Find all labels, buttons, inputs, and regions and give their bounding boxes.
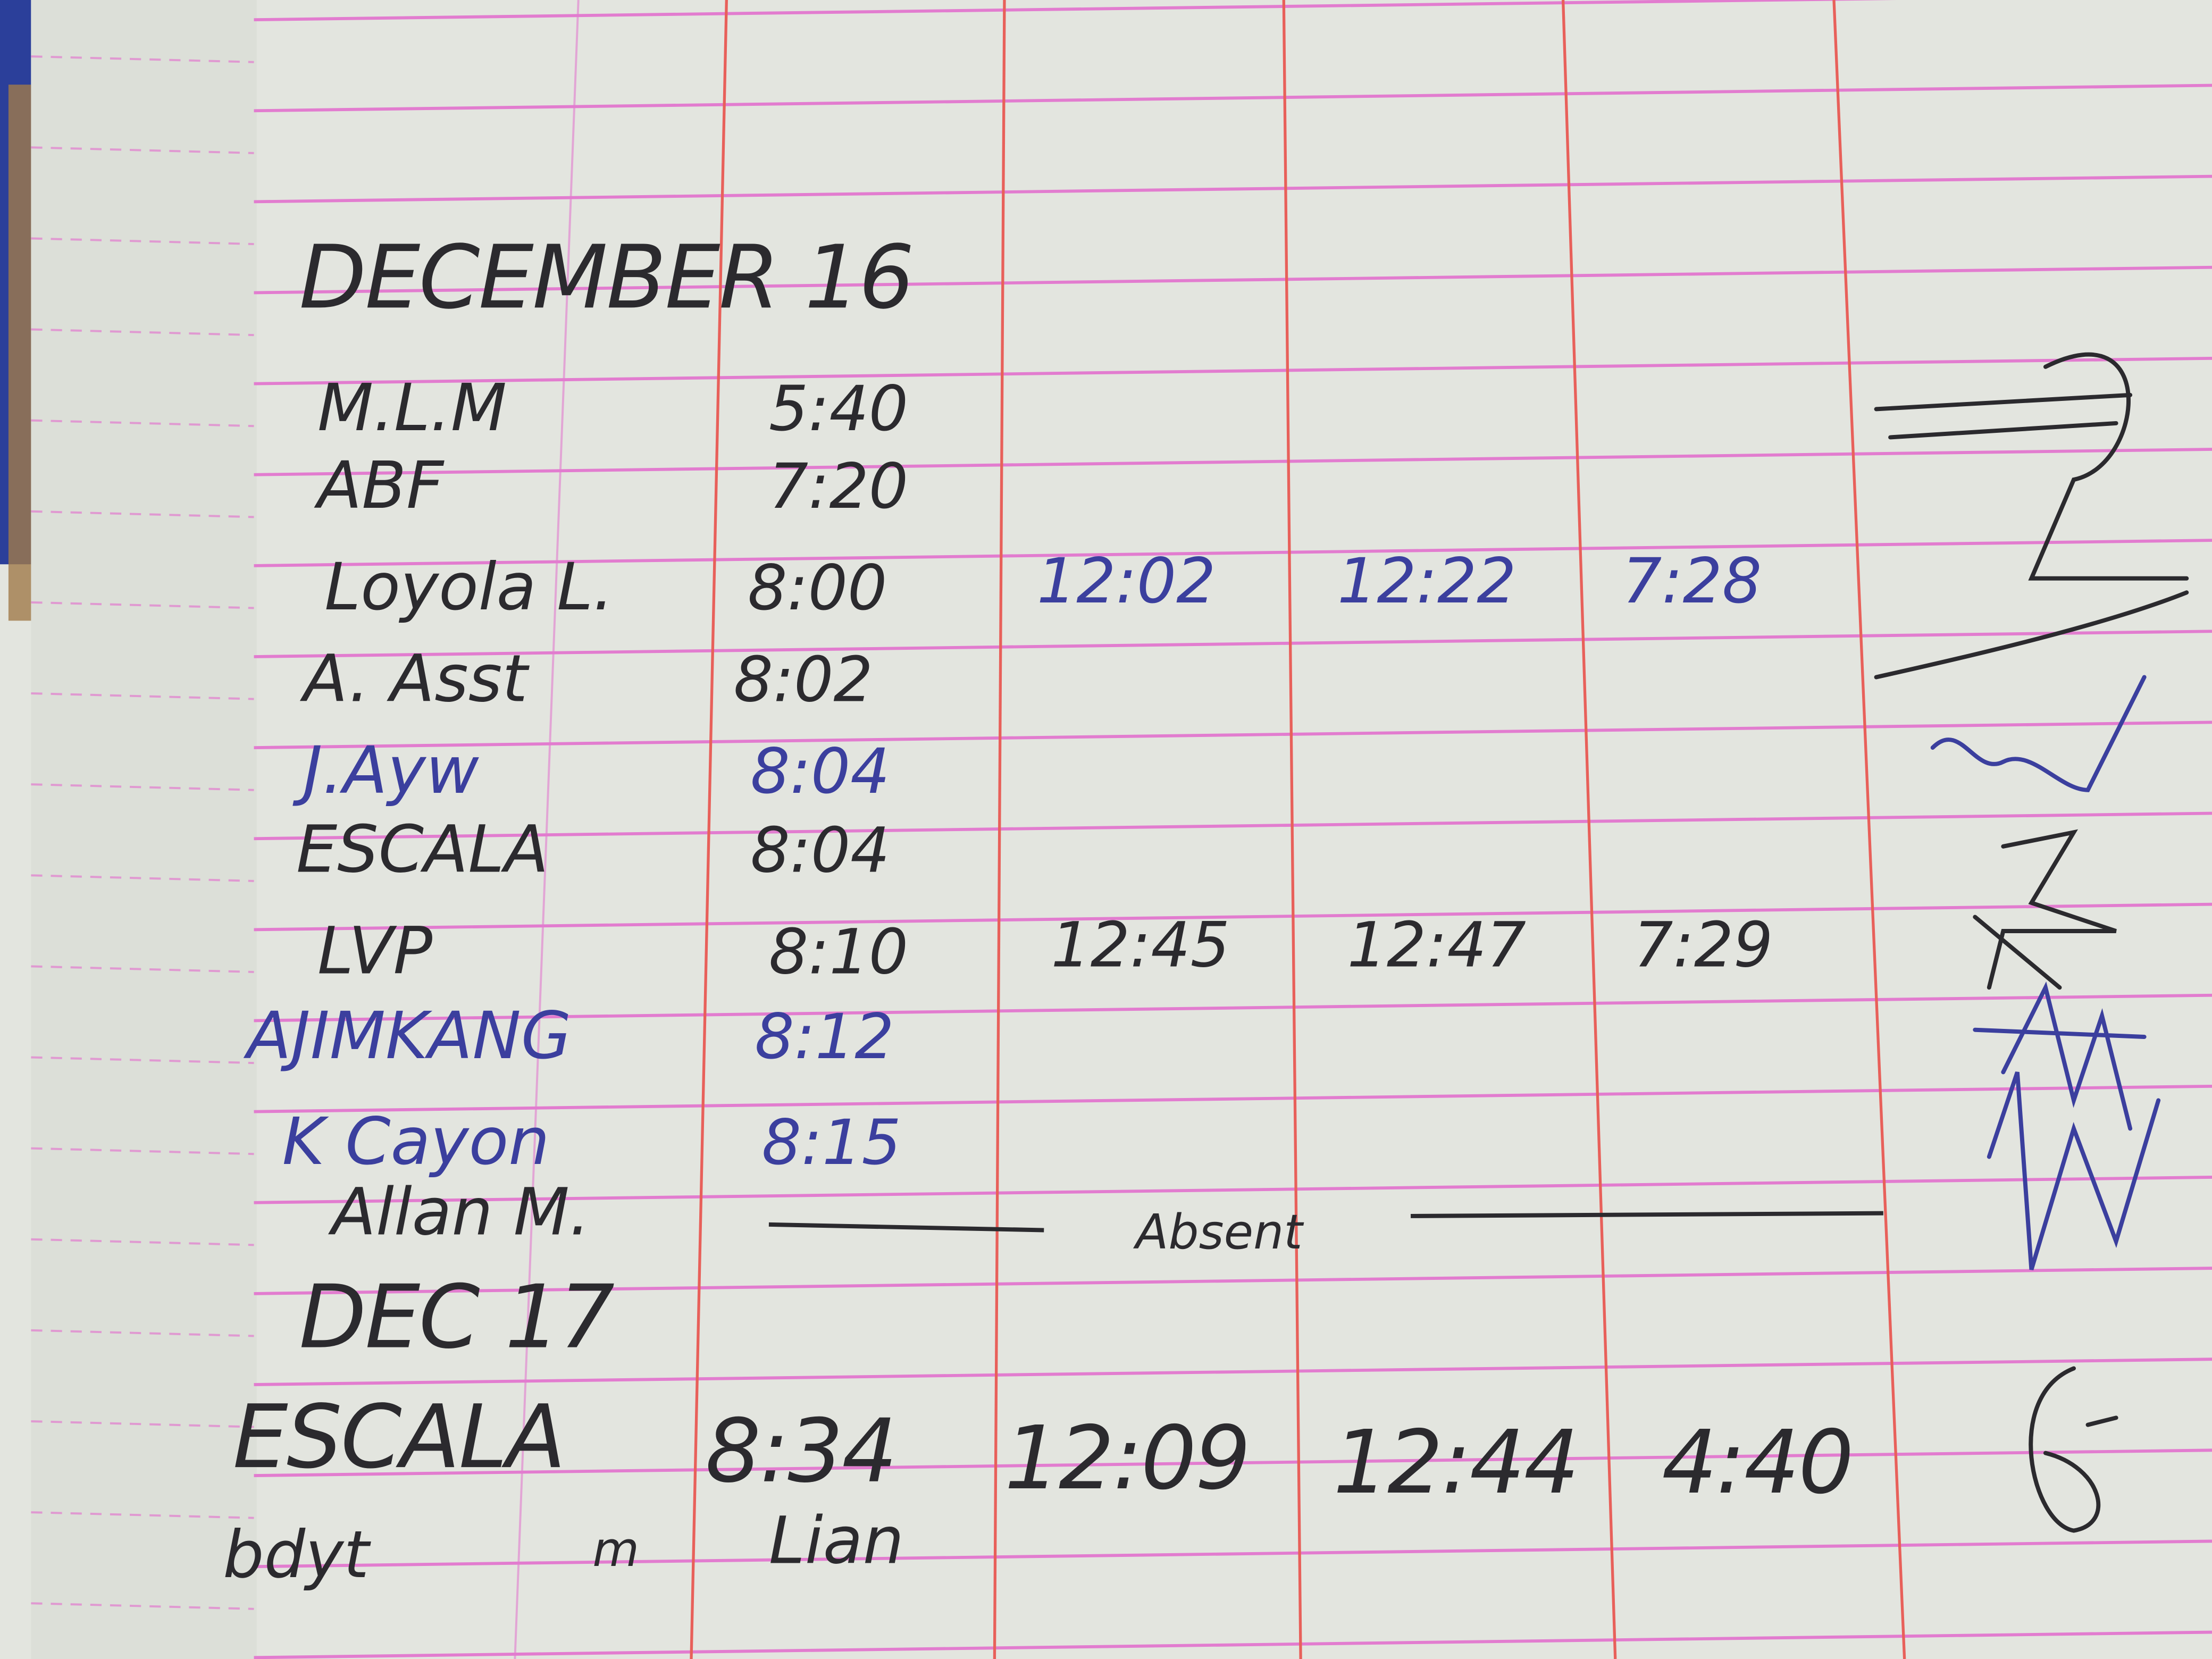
time-in: 8:04	[750, 735, 890, 808]
edge-ruling	[31, 1602, 254, 1610]
ruling-line	[254, 811, 2212, 841]
column-line	[1282, 0, 1302, 1659]
edge-ruling	[31, 601, 254, 609]
signature-scribble	[1930, 675, 2147, 792]
edge-ruling	[31, 1238, 254, 1246]
entry-mark: m	[592, 1522, 639, 1578]
ruling-line	[254, 539, 2212, 567]
ruling-line	[254, 902, 2212, 932]
edge-ruling	[31, 237, 254, 245]
log-entries: DECEMBER 16 M.L.M 5:40 ABF 7:20 Loyola L. 8:00…	[223, 226, 1883, 1593]
time-in: 8:15	[762, 1107, 901, 1179]
margin-line	[514, 0, 580, 1659]
lunch-out: 12:02	[1037, 545, 1216, 617]
edge-ruling	[31, 328, 254, 337]
column-line	[1832, 0, 1906, 1659]
entry-name: M.L.M	[317, 370, 507, 446]
edge-ruling	[31, 783, 254, 791]
ruling-line	[254, 356, 2212, 386]
column-line	[690, 0, 728, 1659]
entry-name: bdyt	[223, 1517, 371, 1593]
time-in: 8:02	[734, 644, 873, 716]
time-out: 7:28	[1622, 545, 1762, 617]
ruling-line	[254, 720, 2212, 750]
time-in: 7:20	[769, 450, 908, 523]
ruling-line	[254, 174, 2212, 204]
ruling-line	[254, 0, 1897, 22]
edge-ruling	[31, 146, 254, 154]
entry-note: Lian	[769, 1503, 904, 1579]
ruled-lines	[31, 0, 2212, 1659]
time-in: 5:40	[769, 373, 908, 445]
edge-ruling	[31, 692, 254, 700]
page-edges	[31, 0, 257, 1659]
entry-name: ESCALA	[233, 1386, 565, 1488]
absent-name: Allan M.	[328, 1174, 590, 1250]
ruling-line	[254, 83, 2212, 113]
time-out: 4:40	[1662, 1411, 1853, 1513]
time-in: 8:12	[755, 1001, 894, 1073]
ruling-line	[254, 448, 2212, 476]
column-line	[993, 0, 1006, 1659]
ruling-line	[254, 1267, 2212, 1295]
ruling-line	[254, 1084, 2212, 1113]
ruling-line	[254, 265, 2212, 295]
absent-note: Absent	[1133, 1204, 1305, 1260]
signature-scribble	[1874, 352, 2189, 680]
lunch-in: 12:44	[1333, 1411, 1578, 1513]
time-in: 8:34	[706, 1400, 896, 1502]
absent-arrow-left	[768, 1222, 1044, 1233]
entry-name: J.Ayw	[292, 733, 479, 808]
time-in: 8:10	[769, 916, 908, 988]
lunch-in: 12:22	[1337, 545, 1516, 617]
signature-scribble	[2029, 1366, 2118, 1533]
time-out: 7:29	[1633, 909, 1773, 981]
signature-scribble	[1973, 981, 2161, 1270]
edge-ruling	[31, 1511, 254, 1519]
time-in: 8:00	[748, 552, 887, 624]
ruling-line	[254, 1448, 2212, 1478]
date-heading: DECEMBER 16	[299, 226, 913, 328]
entry-name: AJIMKANG	[243, 998, 571, 1074]
lunch-out: 12:45	[1051, 909, 1230, 981]
entry-name: A. Asst	[299, 641, 530, 717]
date-heading-2: DEC 17	[299, 1266, 614, 1368]
edge-ruling	[31, 874, 254, 882]
signature-scribble	[1973, 829, 2117, 990]
edge-ruling	[31, 965, 254, 973]
edge-ruling	[31, 55, 254, 63]
ruling-line	[254, 630, 2212, 658]
edge-ruling	[31, 1329, 254, 1337]
entry-name: ABF	[314, 448, 445, 523]
ruling-line	[254, 1358, 2212, 1386]
lunch-out: 12:09	[1004, 1407, 1250, 1509]
edge-ruling	[31, 510, 254, 518]
absent-arrow-right	[1411, 1211, 1883, 1218]
edge-ruling	[31, 1147, 254, 1155]
entry-name: K Cayon	[282, 1104, 550, 1179]
ruling-line	[254, 1630, 2212, 1659]
time-in: 8:04	[750, 815, 890, 887]
entry-name: Loyola L.	[324, 549, 614, 625]
edge-ruling	[31, 419, 254, 428]
lunch-in: 12:47	[1347, 909, 1526, 981]
edge-ruling	[31, 1056, 254, 1065]
signature-column	[1874, 352, 2189, 1533]
edge-ruling	[31, 1420, 254, 1428]
ruling-line	[254, 1176, 2212, 1204]
entry-name: ESCALA	[296, 812, 549, 887]
ruling-line	[254, 1539, 2212, 1569]
column-line	[1561, 0, 1617, 1659]
ruling-line	[254, 993, 2212, 1023]
entry-name: LVP	[317, 914, 433, 989]
